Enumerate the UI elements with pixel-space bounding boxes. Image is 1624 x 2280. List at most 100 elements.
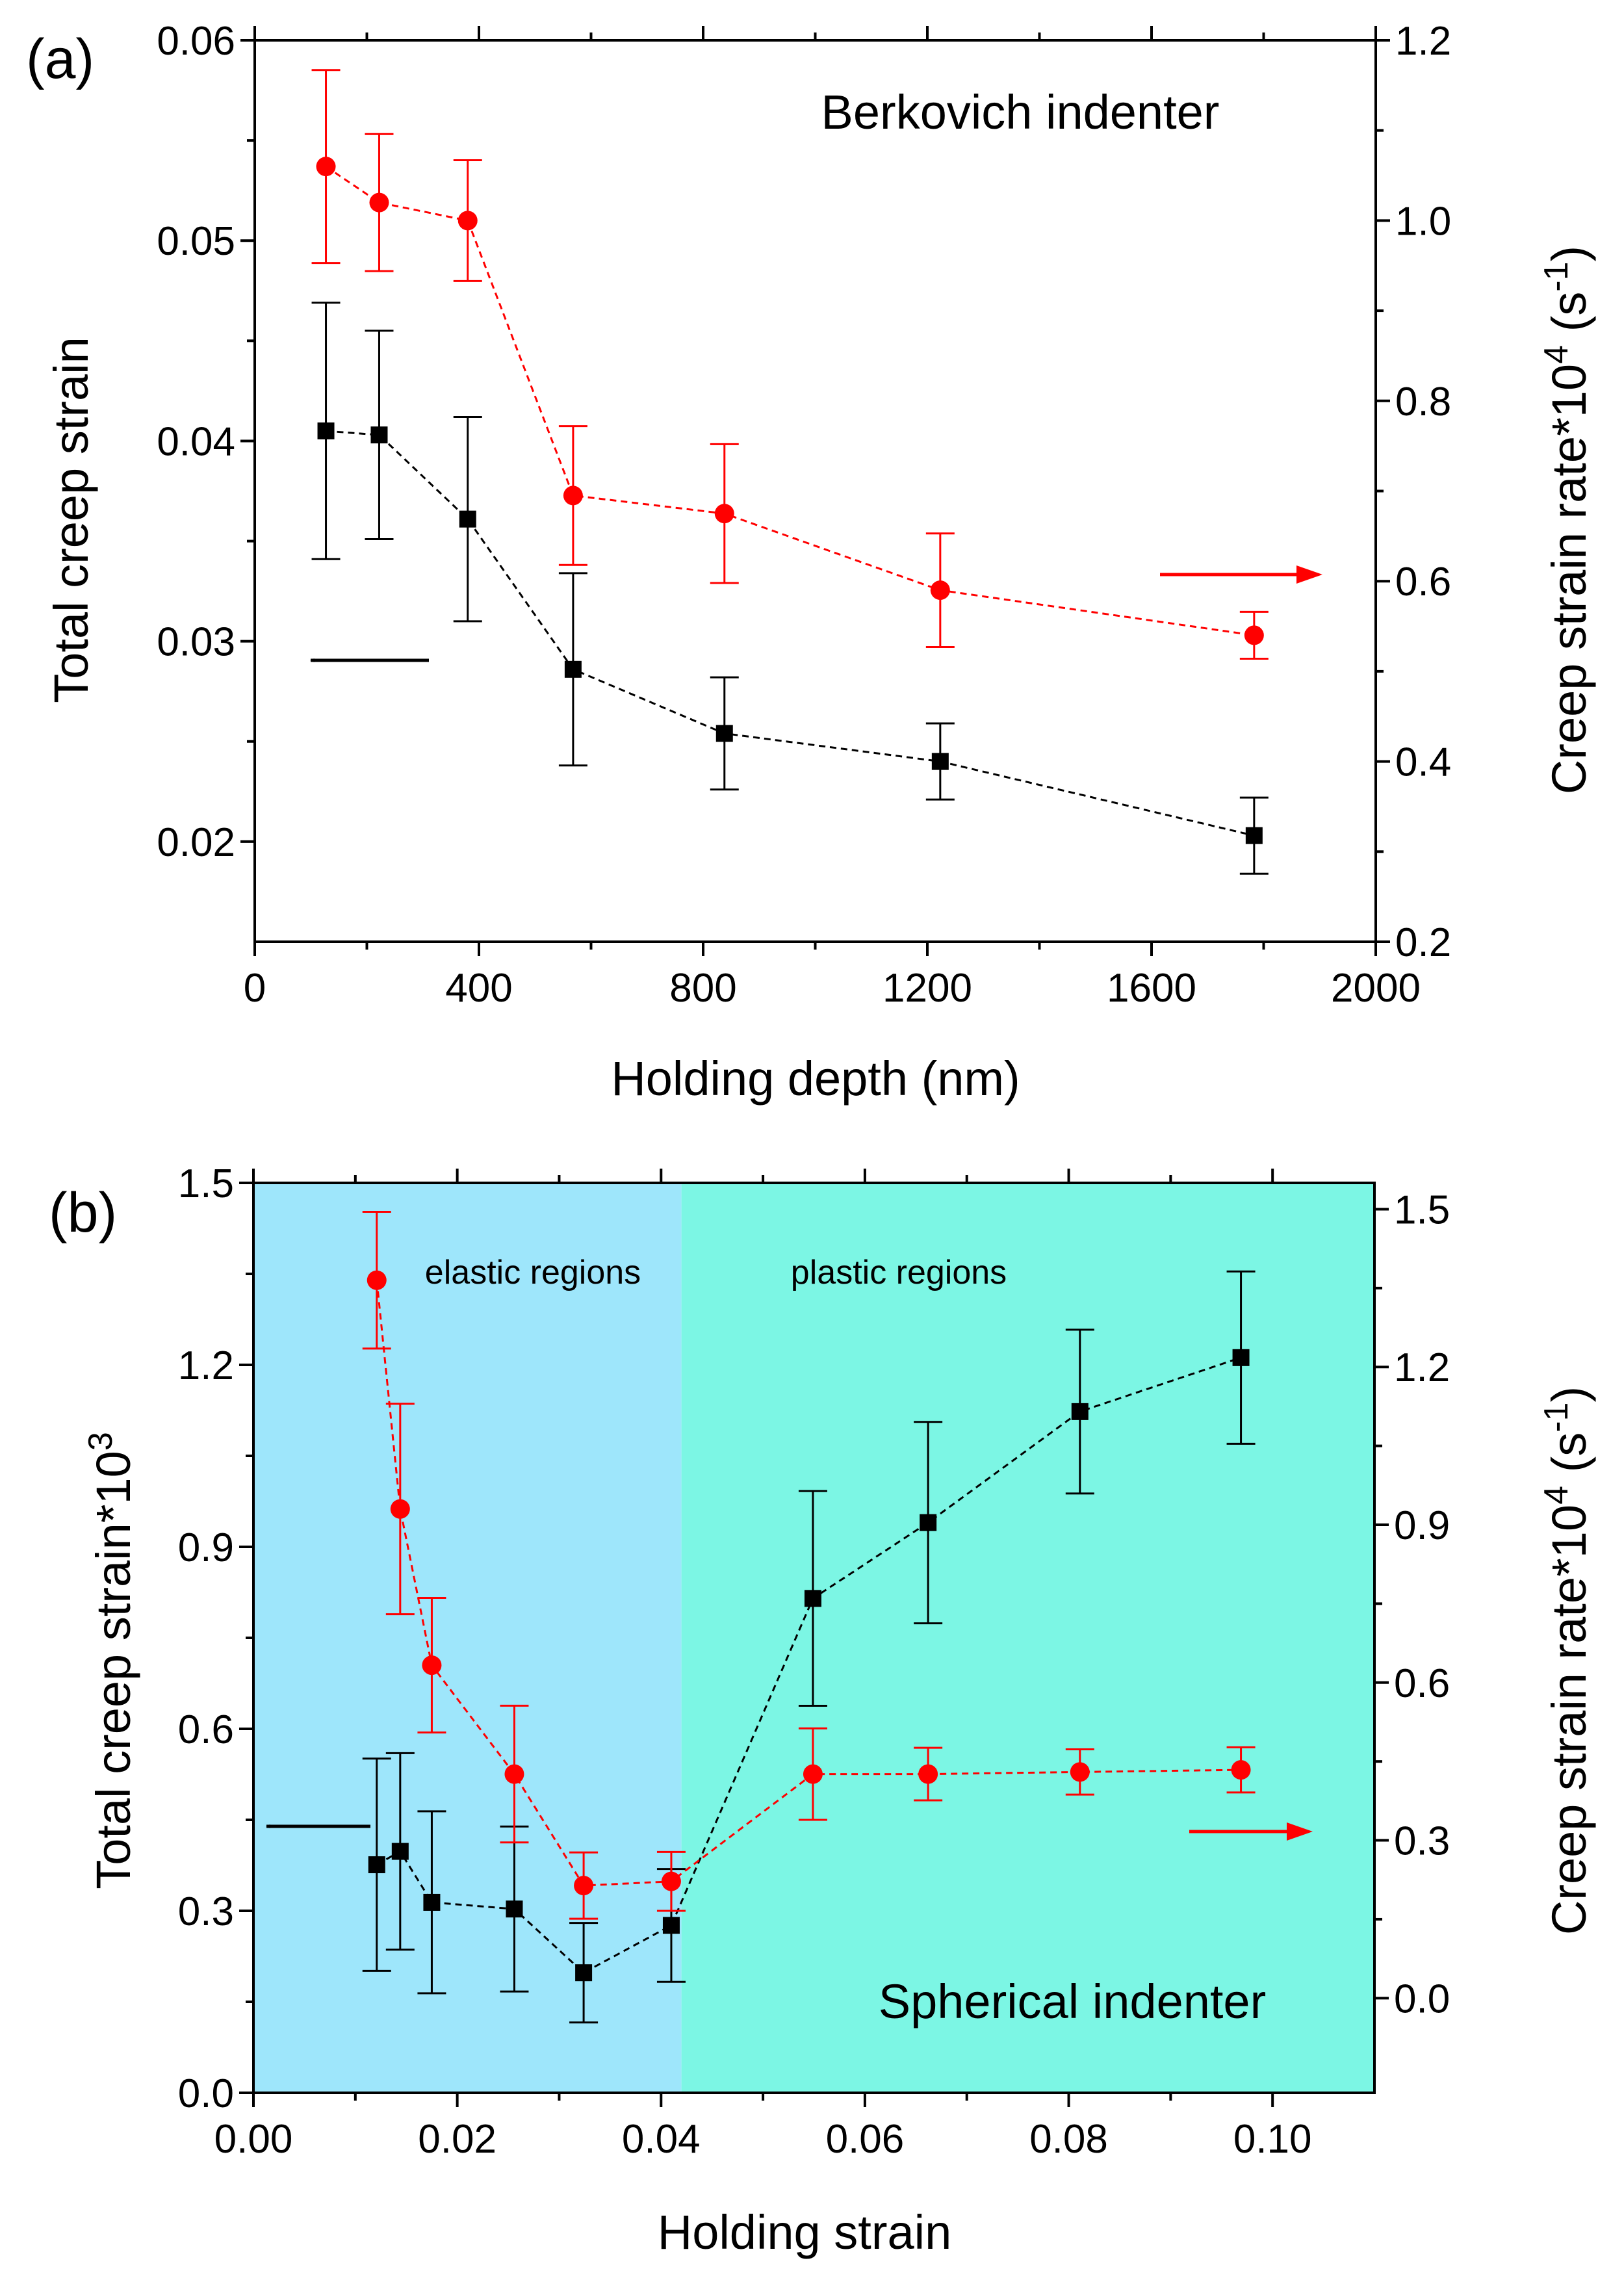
left-y-tick-label: 1.2: [178, 1343, 234, 1388]
x-tick-label: 0.02: [418, 2117, 496, 2162]
plastic-region-background: [681, 1183, 1374, 2093]
panel-b-left-y-axis-title: Total creep strain*103: [82, 1432, 140, 1889]
elastic-region-background: [253, 1183, 682, 2093]
x-tick-label: 2000: [1331, 966, 1421, 1011]
panel-a-x-axis-title: Holding depth (nm): [611, 1052, 1020, 1106]
x-tick-label: 0.10: [1233, 2117, 1312, 2162]
red-circle-marker: [661, 1871, 681, 1891]
black-square-marker: [804, 1590, 821, 1607]
red-circle-marker: [714, 504, 734, 524]
x-tick-label: 0.06: [826, 2117, 905, 2162]
right-y-tick-label: 0.4: [1395, 740, 1451, 785]
panel-a-right-ylabel-unit: (s: [1542, 292, 1596, 345]
x-tick-label: 0.04: [622, 2117, 701, 2162]
left-y-tick-label: 0.3: [178, 1889, 234, 1934]
panel-b-right-ylabel-unit-exp: -1: [1538, 1403, 1575, 1432]
black-square-marker: [662, 1917, 680, 1934]
left-y-tick-label: 0.04: [157, 419, 235, 464]
panel-b-right-y-axis-title: Creep strain rate*104 (s-1): [1538, 1386, 1596, 1935]
red-circle-marker: [390, 1499, 410, 1519]
panel-b-series: [362, 1211, 1256, 2024]
left-y-tick-label: 0.6: [178, 1707, 234, 1752]
panel-b-regions: [253, 1183, 1374, 2093]
right-y-tick-label: 0.2: [1395, 920, 1451, 965]
panel-b-right-ylabel-exp: 4: [1538, 1486, 1575, 1505]
x-tick-label: 1200: [883, 966, 972, 1011]
black-square-marker: [391, 1843, 409, 1860]
right-y-tick-label: 1.2: [1395, 19, 1451, 64]
panel-a-right-ylabel-unit-exp: -1: [1538, 262, 1575, 292]
red-circle-marker: [367, 1270, 387, 1290]
panel-b-right-axis-arrow-head: [1287, 1822, 1313, 1841]
red-circle-marker: [803, 1764, 823, 1784]
black-square-marker: [575, 1964, 593, 1982]
right-y-tick-label: 0.6: [1395, 560, 1451, 604]
x-tick-label: 0.00: [214, 2117, 293, 2162]
right-y-tick-label: 1.5: [1394, 1187, 1450, 1232]
left-y-tick-label: 0.03: [157, 620, 235, 665]
panel-a-plot-frame: [253, 39, 1377, 943]
black-square-marker: [1071, 1403, 1089, 1420]
right-y-tick-label: 0.6: [1394, 1661, 1450, 1706]
panel-b-ticks: 0.00 0.02 0.04 0.06 0.08 0.10 0.0 0.3 0.6 0.9 1.2 1…: [178, 1161, 1450, 2162]
panel-a-right-ylabel-prefix: Creep strain rate*10: [1542, 364, 1596, 794]
panel-b-left-ylabel-prefix: Total creep strain*10: [86, 1451, 140, 1889]
black-square-marker: [506, 1900, 523, 1918]
x-tick-label: 400: [445, 966, 512, 1011]
left-y-tick-label: 0.05: [157, 219, 235, 264]
panel-b-x-axis-title: Holding strain: [658, 2205, 951, 2259]
red-circle-marker: [1070, 1762, 1090, 1782]
plastic-regions-label: plastic regions: [791, 1254, 1007, 1291]
red-circle-marker: [316, 157, 336, 177]
red-circle-marker: [563, 486, 583, 506]
red-circle-marker: [918, 1764, 938, 1784]
right-y-tick-label: 0.3: [1394, 1819, 1450, 1864]
panel-a-left-y-axis-title: Total creep strain: [44, 337, 98, 703]
black-square-marker: [564, 660, 582, 678]
red-circle-marker: [458, 211, 478, 231]
black-series-dashed-line: [376, 1356, 1242, 1975]
x-tick-label: 800: [669, 966, 736, 1011]
panel-a-ticks: 0 400 800 1200 1600 2000 0.02 0.03 0.04 0.05 0.06 0…: [157, 19, 1451, 1011]
red-series-dashed-line: [325, 165, 1255, 636]
black-square-marker: [459, 510, 476, 528]
black-square-marker: [317, 422, 335, 440]
panel-b-right-ylabel-close: ): [1542, 1386, 1596, 1403]
right-y-tick-label: 1.0: [1395, 199, 1451, 244]
red-circle-marker: [930, 580, 950, 601]
red-series-dashed-line: [376, 1280, 1241, 1887]
red-circle-marker: [574, 1876, 594, 1896]
red-circle-marker: [1244, 625, 1264, 645]
red-circle-marker: [504, 1764, 524, 1784]
x-tick-label: 0: [244, 966, 266, 1011]
x-tick-label: 0.08: [1029, 2117, 1108, 2162]
berkovich-annotation: Berkovich indenter: [821, 85, 1220, 139]
left-y-tick-label: 0.0: [178, 2071, 234, 2116]
panel-a-series: [311, 69, 1269, 875]
black-square-marker: [1232, 1349, 1250, 1366]
panel-b-right-ylabel-prefix: Creep strain rate*10: [1542, 1505, 1596, 1935]
right-y-tick-label: 0.0: [1394, 1976, 1450, 2021]
right-y-tick-label: 0.8: [1395, 380, 1451, 424]
panel-a-right-ylabel-close: ): [1542, 246, 1596, 262]
elastic-regions-label: elastic regions: [425, 1254, 641, 1291]
right-y-tick-label: 1.2: [1394, 1345, 1450, 1390]
panel-b-chart: (b) 0.00 0.02 0.04 0.06 0.08 0.100.00.30.60.9…: [49, 1161, 1596, 2259]
panel-a-right-y-axis-title: Creep strain rate*104 (s-1): [1538, 246, 1596, 794]
left-y-tick-label: 0.06: [157, 19, 235, 64]
left-y-tick-label: 0.02: [157, 820, 235, 865]
red-circle-marker: [422, 1655, 442, 1676]
left-y-tick-label: 1.5: [178, 1161, 234, 1206]
spherical-annotation: Spherical indenter: [879, 1975, 1266, 2028]
left-y-tick-label: 0.9: [178, 1525, 234, 1570]
panel-b-left-ylabel-exp: 3: [82, 1432, 120, 1451]
panel-b-label: (b): [49, 1182, 117, 1244]
black-square-marker: [368, 1856, 385, 1874]
red-circle-marker: [1231, 1760, 1251, 1780]
black-square-marker: [931, 753, 949, 770]
right-y-tick-label: 0.9: [1394, 1503, 1450, 1548]
black-square-marker: [423, 1893, 441, 1911]
panel-b-plot-frame: [252, 1182, 1376, 2094]
red-circle-marker: [369, 192, 389, 213]
